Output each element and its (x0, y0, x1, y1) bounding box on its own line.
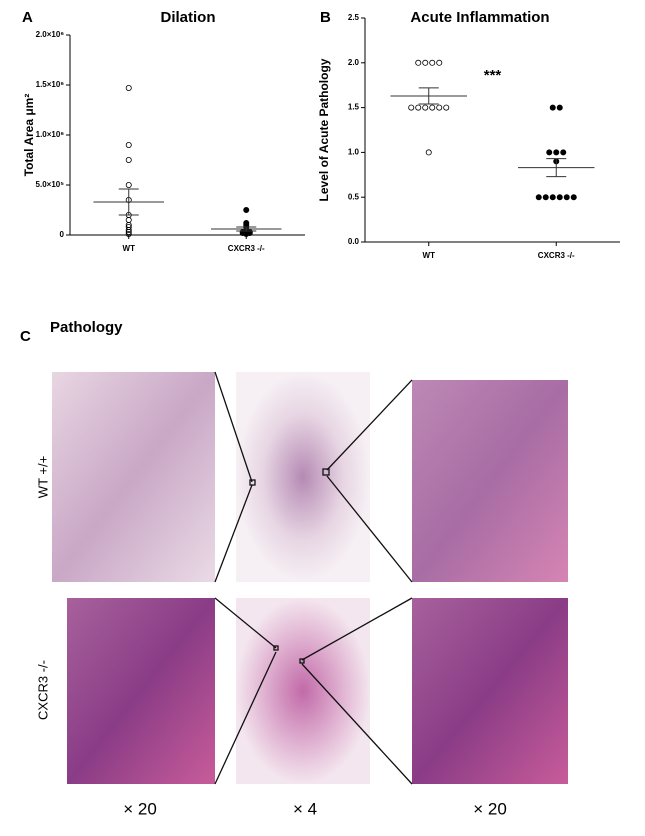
y-tick-label: 0 (60, 230, 65, 239)
image-wt-20x-left (52, 372, 215, 582)
x-tick-label: CXCR3 -/- (228, 244, 265, 253)
data-point (549, 194, 556, 201)
y-tick-label: 5.0×10⁵ (36, 180, 65, 189)
data-point (563, 194, 570, 201)
image-ko-20x-left (67, 598, 215, 784)
data-point (422, 59, 429, 66)
data-point (243, 206, 250, 213)
row-label: WT +/+ (35, 456, 50, 498)
panel-title: Pathology (50, 319, 123, 336)
data-point (549, 104, 556, 111)
y-tick-label: 1.5 (348, 103, 360, 112)
y-tick-label: 1.0×10⁶ (36, 130, 65, 139)
data-point (415, 59, 422, 66)
image-wt-4x (236, 372, 370, 582)
magnification: × 20 (123, 799, 157, 818)
data-point (542, 194, 549, 201)
image-ko-20x-right (412, 598, 568, 784)
data-point (436, 59, 443, 66)
panel-label: A (22, 9, 33, 26)
histology-images (52, 371, 568, 785)
x-tick-label: CXCR3 -/- (538, 251, 575, 260)
chart-title: Acute Inflammation (410, 9, 549, 26)
data-point (425, 149, 432, 156)
data-point (553, 149, 560, 156)
significance: *** (484, 67, 502, 84)
data-point (125, 216, 132, 223)
y-tick-label: 2.0×10⁶ (36, 30, 65, 39)
data-point (556, 194, 563, 201)
y-tick-label: 1.0 (348, 148, 360, 157)
y-tick-label: 1.5×10⁶ (36, 80, 65, 89)
data-point (429, 104, 436, 111)
data-point (125, 228, 132, 235)
data-point (535, 194, 542, 201)
y-axis-label: Total Area μm² (22, 94, 36, 177)
image-wt-20x-right (412, 380, 568, 582)
data-point (556, 104, 563, 111)
x-tick-label: WT (123, 244, 136, 253)
magnification: × 4 (293, 799, 317, 818)
zoom-lines (214, 371, 413, 785)
data-point (429, 59, 436, 66)
data-point (560, 149, 567, 156)
data-point (443, 104, 450, 111)
data-point (415, 104, 422, 111)
data-point (125, 156, 132, 163)
chart-title: Dilation (161, 9, 216, 26)
y-axis-label: Level of Acute Pathology (317, 58, 331, 201)
data-point (125, 181, 132, 188)
y-tick-label: 2.0 (348, 58, 360, 67)
image-ko-4x (236, 598, 370, 784)
data-point (436, 104, 443, 111)
panel-label: C (20, 328, 31, 345)
data-point (422, 104, 429, 111)
data-point (243, 230, 250, 237)
row-label: CXCR3 -/- (35, 660, 50, 720)
data-point (125, 85, 132, 92)
magnification: × 20 (473, 799, 507, 818)
x-tick-label: WT (423, 251, 436, 260)
data-point (408, 104, 415, 111)
panel-label: B (320, 9, 331, 26)
y-tick-label: 0.0 (348, 237, 360, 246)
data-point (570, 194, 577, 201)
data-point (125, 230, 132, 237)
data-point (125, 141, 132, 148)
data-point (546, 149, 553, 156)
y-tick-label: 0.5 (348, 192, 360, 201)
y-tick-label: 2.5 (348, 13, 360, 22)
data-point (125, 226, 132, 233)
